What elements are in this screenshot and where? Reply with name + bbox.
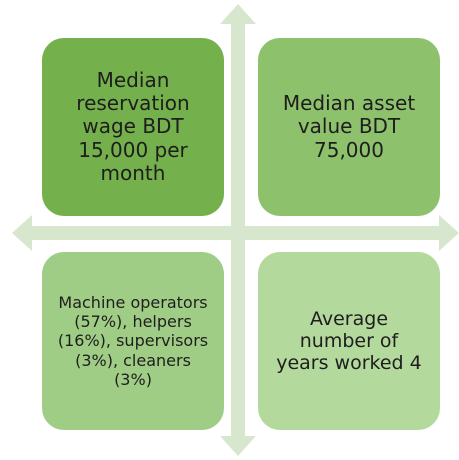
quadrant-box: Median asset value BDT 75,000: [258, 38, 440, 216]
quadrant-box: Average number of years worked 4: [258, 252, 440, 430]
quadrant-text: Median asset value BDT 75,000: [282, 90, 416, 162]
quadrant-text: Machine operators (57%), helpers (16%), …: [57, 293, 209, 389]
quadrant-text: Average number of years worked 4: [276, 307, 422, 375]
quadrant-text: Median reservation wage BDT 15,000 per m…: [76, 67, 190, 186]
quadrant-box: Median reservation wage BDT 15,000 per m…: [42, 38, 224, 216]
quadrant-box: Machine operators (57%), helpers (16%), …: [42, 252, 224, 430]
horizontal-arrow: [12, 215, 459, 251]
